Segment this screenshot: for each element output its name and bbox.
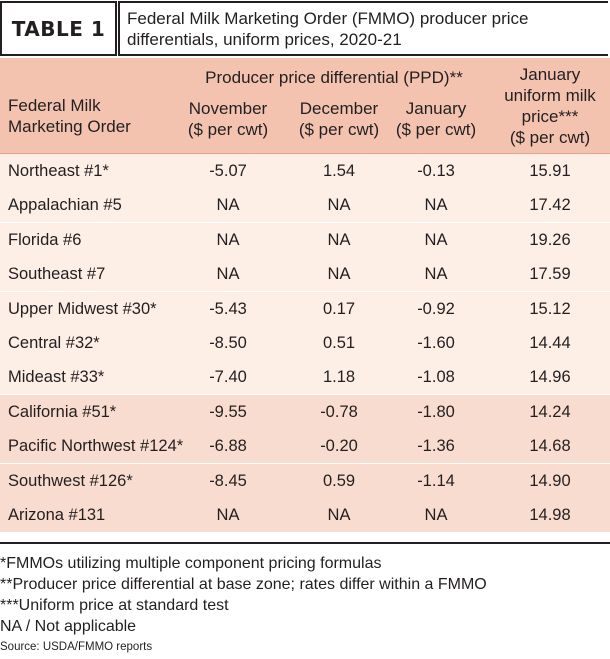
source-note: Source: USDA/FMMO reports xyxy=(0,641,153,653)
table-row: Arizona #131 NA NA NA 14.98 xyxy=(0,498,610,532)
table-row: Pacific Northwest #124* -6.88 -0.20 -1.36 14… xyxy=(0,429,610,464)
cell-fmmo-name: Southwest #126* xyxy=(8,471,133,490)
header-text: Federal Milk xyxy=(8,96,101,115)
cell-uniform-price: 14.68 xyxy=(529,437,571,456)
cell-november: -5.07 xyxy=(209,162,247,180)
column-header-november: November ($ per cwt) xyxy=(172,98,284,140)
cell-january: -1.14 xyxy=(417,471,455,490)
cell-december: 0.59 xyxy=(322,471,356,490)
table-row: Southwest #126* -8.45 0.59 -1.14 14.90 xyxy=(0,463,610,498)
cell-fmmo-name: Mideast #33* xyxy=(8,368,105,387)
cell-november: NA xyxy=(216,265,240,284)
cell-november: -5.43 xyxy=(209,299,247,318)
cell-december: NA xyxy=(327,230,351,249)
header-text: Marketing Order xyxy=(8,117,131,136)
cell-january: -1.60 xyxy=(417,334,455,352)
cell-november: -9.55 xyxy=(209,402,247,421)
cell-january: NA xyxy=(424,506,448,524)
header-text: December xyxy=(299,99,379,118)
table-row: Mideast #33* -7.40 1.18 -1.08 14.96 xyxy=(0,360,610,395)
cell-december: -0.20 xyxy=(320,437,358,456)
cell-december: NA xyxy=(327,196,351,215)
column-header-uniform-price: January uniform milk price*** ($ per cwt… xyxy=(492,64,608,148)
cell-uniform-price: 14.44 xyxy=(529,334,571,352)
header-text: ($ per cwt) xyxy=(298,120,380,139)
cell-november: NA xyxy=(216,230,240,249)
header-text: ($ per cwt) xyxy=(395,120,477,139)
header-text: January xyxy=(405,99,467,118)
cell-november: -6.88 xyxy=(209,437,247,456)
cell-december: NA xyxy=(327,506,351,524)
cell-fmmo-name: Appalachian #5 xyxy=(8,196,122,215)
cell-uniform-price: 19.26 xyxy=(529,230,571,249)
cell-uniform-price: 17.59 xyxy=(529,265,571,284)
table-number-label: TABLE 1 xyxy=(0,1,117,56)
table-header: TABLE 1 Federal Milk Marketing Order (FM… xyxy=(0,0,610,58)
cell-january: -1.08 xyxy=(417,368,455,387)
cell-december: -0.78 xyxy=(320,402,358,421)
table-row: Upper Midwest #30* -5.43 0.17 -0.92 15.12 xyxy=(0,291,610,326)
cell-fmmo-name: Southeast #7 xyxy=(8,265,106,284)
table-row: Florida #6 NA NA NA 19.26 xyxy=(0,222,610,257)
column-group-ppd: Producer price differential (PPD)** xyxy=(205,68,463,87)
cell-november: NA xyxy=(216,506,240,524)
cell-january: -0.92 xyxy=(417,299,455,318)
header-text: November xyxy=(188,99,268,118)
data-table: Federal Milk Marketing Order Producer pr… xyxy=(0,58,610,544)
cell-fmmo-name: Arizona #131 xyxy=(8,506,106,524)
cell-uniform-price: 14.24 xyxy=(529,402,571,421)
footnote: **Producer price differential at base zo… xyxy=(0,576,487,593)
table-row: California #51* -9.55 -0.78 -1.80 14.24 xyxy=(0,394,610,429)
header-text: uniform milk xyxy=(504,86,596,105)
cell-december: NA xyxy=(327,265,351,284)
cell-november: -8.45 xyxy=(209,471,247,490)
cell-fmmo-name: Upper Midwest #30* xyxy=(8,299,157,318)
cell-december: 0.17 xyxy=(322,299,356,318)
table-column-headers: Federal Milk Marketing Order Producer pr… xyxy=(0,58,610,154)
cell-november: -7.40 xyxy=(209,368,247,387)
footnotes: *FMMOs utilizing multiple component pric… xyxy=(0,553,610,655)
table-title: Federal Milk Marketing Order (FMMO) prod… xyxy=(118,1,608,56)
header-text: ($ per cwt) xyxy=(509,128,591,147)
column-header-fmmo: Federal Milk Marketing Order xyxy=(8,95,178,137)
cell-november: -8.50 xyxy=(209,334,247,352)
cell-december: 0.51 xyxy=(322,334,356,352)
cell-january: -1.36 xyxy=(417,437,455,456)
header-text: price*** xyxy=(521,107,579,126)
cell-december: 1.54 xyxy=(322,162,356,180)
table-row: Appalachian #5 NA NA NA 17.42 xyxy=(0,188,610,223)
table-bottom-rule xyxy=(0,542,610,544)
table-title-line: Federal Milk Marketing Order (FMMO) prod… xyxy=(127,8,529,28)
cell-january: NA xyxy=(424,196,448,215)
cell-january: -0.13 xyxy=(417,162,455,180)
header-text: January xyxy=(519,65,581,84)
footnote: *FMMOs utilizing multiple component pric… xyxy=(0,555,382,572)
cell-january: -1.80 xyxy=(417,402,455,421)
cell-uniform-price: 15.12 xyxy=(529,299,571,318)
cell-uniform-price: 14.90 xyxy=(529,471,571,490)
cell-uniform-price: 14.96 xyxy=(529,368,571,387)
cell-fmmo-name: Pacific Northwest #124* xyxy=(8,437,184,456)
table-row: Southeast #7 NA NA NA 17.59 xyxy=(0,257,610,292)
cell-uniform-price: 14.98 xyxy=(529,506,571,524)
cell-december: 1.18 xyxy=(322,368,356,387)
cell-fmmo-name: Florida #6 xyxy=(8,230,82,249)
table-title-line: differentials, uniform prices, 2020-21 xyxy=(127,29,402,49)
table-row: Northeast #1* -5.07 1.54 -0.13 15.91 xyxy=(0,154,610,188)
table-row: Central #32* -8.50 0.51 -1.60 14.44 xyxy=(0,326,610,360)
cell-november: NA xyxy=(216,196,240,215)
cell-fmmo-name: Central #32* xyxy=(8,334,100,352)
cell-fmmo-name: California #51* xyxy=(8,402,117,421)
cell-january: NA xyxy=(424,230,448,249)
column-header-december: December ($ per cwt) xyxy=(283,98,395,140)
cell-uniform-price: 15.91 xyxy=(529,162,571,180)
footnote: ***Uniform price at standard test xyxy=(0,597,229,614)
header-text: ($ per cwt) xyxy=(187,120,269,139)
cell-fmmo-name: Northeast #1* xyxy=(8,162,109,180)
cell-uniform-price: 17.42 xyxy=(529,196,571,215)
column-header-january: January ($ per cwt) xyxy=(380,98,492,140)
cell-january: NA xyxy=(424,265,448,284)
footnote: NA / Not applicable xyxy=(0,618,137,635)
